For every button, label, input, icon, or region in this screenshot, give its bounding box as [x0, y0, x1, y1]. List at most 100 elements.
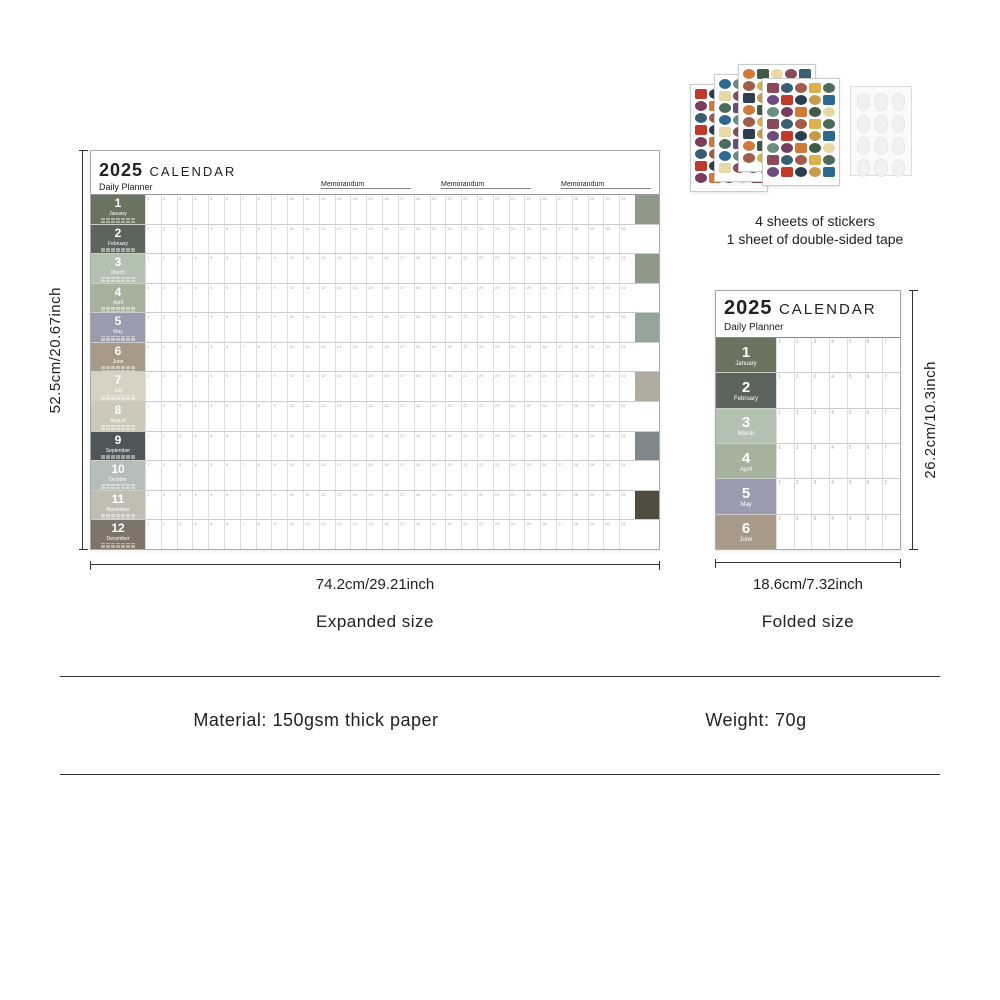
folded-height-label: 26.2cm/10.3inch [922, 290, 939, 550]
end-tab [635, 284, 659, 313]
month-tab: 8August [91, 402, 145, 431]
month-tab: 10October [91, 461, 145, 490]
folded-month-tab: 4April [716, 444, 776, 478]
memorandum-2: Memorandum [441, 181, 531, 189]
expanded-calendar: 2025 CALENDAR Daily Planner Memorandum M… [90, 150, 660, 550]
month-row: 9September123456789101112131415161718192… [91, 432, 659, 462]
folded-height-line [912, 290, 913, 550]
folded-days: 1234567 [776, 444, 900, 478]
folded-month-tab: 3March [716, 409, 776, 443]
end-tab [635, 432, 659, 461]
calendar-title: 2025 CALENDAR Daily Planner [99, 160, 236, 192]
folded-month-row: 3March1234567 [716, 409, 900, 444]
month-row: 8August123456789101112131415161718192021… [91, 402, 659, 432]
material-label: Material: [193, 710, 267, 730]
expanded-height-line [82, 150, 83, 550]
days-strip: 1234567891011121314151617181920212223242… [145, 432, 635, 461]
end-tab [635, 402, 659, 431]
days-strip: 1234567891011121314151617181920212223242… [145, 343, 635, 372]
specs-row: Material: 150gsm thick paper Weight: 70g [60, 710, 940, 731]
folded-month-row: 2February1234567 [716, 373, 900, 408]
folded-month-tab: 5May [716, 479, 776, 513]
expanded-width-line [90, 564, 660, 565]
memorandum-1: Memorandum [321, 181, 411, 189]
month-tab: 3March [91, 254, 145, 283]
days-strip: 1234567891011121314151617181920212223242… [145, 461, 635, 490]
month-row: 6June12345678910111213141516171819202122… [91, 343, 659, 373]
folded-month-tab: 1January [716, 338, 776, 372]
material-spec: Material: 150gsm thick paper [193, 710, 438, 731]
folded-days: 1234567 [776, 409, 900, 443]
end-tab [635, 461, 659, 490]
folded-month-tab: 2February [716, 373, 776, 407]
days-strip: 1234567891011121314151617181920212223242… [145, 372, 635, 401]
month-row: 11November123456789101112131415161718192… [91, 491, 659, 521]
folded-body: 1January12345672February12345673March123… [716, 338, 900, 549]
month-tab: 9September [91, 432, 145, 461]
days-strip: 1234567891011121314151617181920212223242… [145, 520, 635, 549]
calendar-title-word: CALENDAR [150, 164, 237, 179]
month-row: 3March1234567891011121314151617181920212… [91, 254, 659, 284]
days-strip: 1234567891011121314151617181920212223242… [145, 491, 635, 520]
month-row: 2February1234567891011121314151617181920… [91, 225, 659, 255]
folded-month-tab: 6June [716, 515, 776, 549]
weight-value: 70g [775, 710, 807, 730]
sticker-sheets [690, 64, 890, 199]
month-row: 7July12345678910111213141516171819202122… [91, 372, 659, 402]
folded-month-row: 6June1234567 [716, 515, 900, 549]
end-tab [635, 313, 659, 342]
sticker-caption-line2: 1 sheet of double-sided tape [665, 230, 965, 248]
month-tab: 12December [91, 520, 145, 549]
folded-size-label: Folded size [695, 612, 921, 632]
folded-calendar: 2025 CALENDAR Daily Planner 1January1234… [715, 290, 901, 550]
memorandum-3: Memorandum [561, 181, 651, 189]
month-tab: 6June [91, 343, 145, 372]
folded-width-line [715, 562, 901, 563]
days-strip: 1234567891011121314151617181920212223242… [145, 313, 635, 342]
month-tab: 7July [91, 372, 145, 401]
calendar-body: 1January12345678910111213141516171819202… [91, 195, 659, 549]
end-tab [635, 254, 659, 283]
folded-title-word: CALENDAR [779, 301, 877, 318]
sticker-caption-line1: 4 sheets of stickers [665, 212, 965, 230]
month-tab: 4April [91, 284, 145, 313]
month-tab: 11November [91, 491, 145, 520]
folded-month-row: 5May1234567 [716, 479, 900, 514]
month-row: 10October1234567891011121314151617181920… [91, 461, 659, 491]
sticker-caption: 4 sheets of stickers 1 sheet of double-s… [665, 212, 965, 248]
end-tab [635, 491, 659, 520]
folded-subtitle: Daily Planner [724, 322, 892, 333]
month-row: 12December123456789101112131415161718192… [91, 520, 659, 549]
memorandum-group: Memorandum Memorandum Memorandum [321, 181, 651, 192]
days-strip: 1234567891011121314151617181920212223242… [145, 225, 635, 254]
tape-dot-sheet [850, 86, 912, 176]
days-strip: 1234567891011121314151617181920212223242… [145, 195, 635, 224]
folded-days: 1234567 [776, 373, 900, 407]
sticker-sheet [762, 78, 840, 186]
divider-top [60, 676, 940, 677]
end-tab [635, 520, 659, 549]
folded-width-value: 18.6cm/7.32inch [695, 576, 921, 593]
end-tab [635, 372, 659, 401]
calendar-subtitle: Daily Planner [99, 182, 236, 192]
end-tab [635, 225, 659, 254]
folded-month-row: 1January1234567 [716, 338, 900, 373]
folded-month-row: 4April1234567 [716, 444, 900, 479]
material-value: 150gsm thick paper [272, 710, 438, 730]
month-tab: 2February [91, 225, 145, 254]
divider-bottom [60, 774, 940, 775]
days-strip: 1234567891011121314151617181920212223242… [145, 284, 635, 313]
month-row: 1January12345678910111213141516171819202… [91, 195, 659, 225]
calendar-header: 2025 CALENDAR Daily Planner Memorandum M… [91, 151, 659, 195]
folded-days: 1234567 [776, 338, 900, 372]
month-tab: 1January [91, 195, 145, 224]
end-tab [635, 343, 659, 372]
end-tab [635, 195, 659, 224]
expanded-height-label: 52.5cm/20.67inch [28, 150, 83, 550]
days-strip: 1234567891011121314151617181920212223242… [145, 402, 635, 431]
weight-spec: Weight: 70g [705, 710, 806, 731]
calendar-year: 2025 [99, 160, 143, 180]
month-row: 4April1234567891011121314151617181920212… [91, 284, 659, 314]
expanded-size-label: Expanded size [90, 612, 660, 632]
folded-days: 1234567 [776, 515, 900, 549]
